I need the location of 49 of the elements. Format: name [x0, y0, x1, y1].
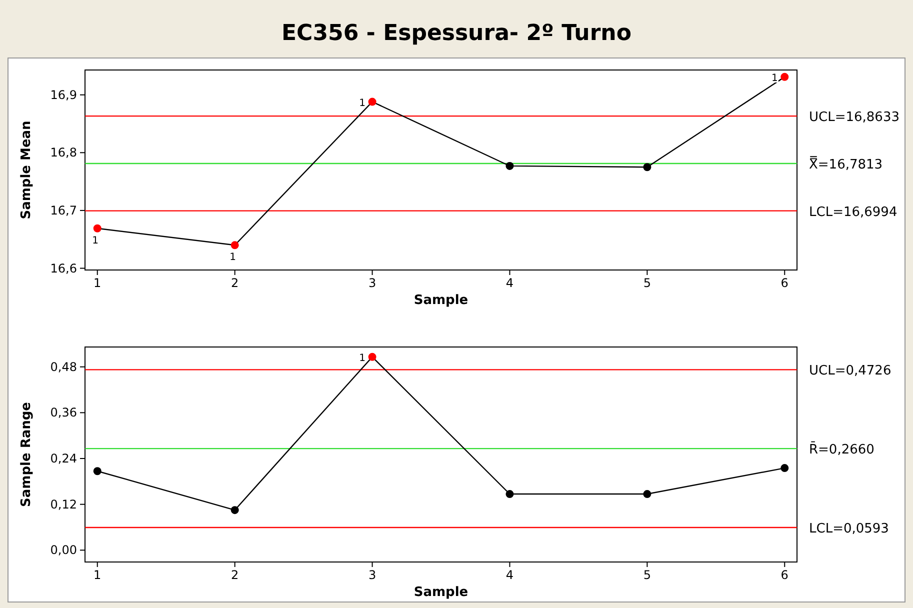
x-tick-label: 1	[94, 276, 102, 290]
point	[368, 98, 376, 106]
x-tick-label: 6	[780, 568, 788, 582]
y-tick-label: 0,24	[50, 452, 77, 466]
point	[780, 464, 789, 472]
x-tick-label: 6	[780, 276, 788, 290]
ref-line-label: LCL=16,6994	[809, 204, 898, 220]
ref-line-label: UCL=16,8633	[809, 110, 900, 126]
point	[230, 241, 239, 250]
point	[643, 163, 652, 172]
y-tick-label: 16,9	[50, 88, 77, 102]
annotation: 1	[359, 98, 366, 109]
y-tick-label: 16,7	[50, 203, 77, 218]
point	[506, 162, 514, 170]
x-tick-label: 1	[94, 568, 102, 582]
y-axis-title: Sample Range	[19, 402, 34, 507]
ref-line-label: UCL=0,4726	[809, 364, 892, 379]
ref-line-label: R̄=0,2660	[809, 441, 874, 458]
point	[368, 352, 376, 361]
chart-title: EC356 - Espessura- 2º Turno	[282, 21, 632, 46]
annotation: 1	[230, 252, 236, 264]
x-tick-label: 4	[506, 276, 514, 290]
y-tick-label: 0,36	[50, 406, 77, 420]
point	[780, 72, 789, 81]
y-tick-label: 0,12	[50, 497, 77, 512]
annotation: 1	[359, 352, 366, 364]
point	[93, 224, 102, 232]
y-axis-title: Sample Mean	[19, 120, 34, 220]
x-tick-label: 3	[368, 276, 376, 290]
point	[643, 490, 652, 498]
point	[93, 467, 102, 476]
x-axis-title: Sample	[414, 293, 468, 308]
y-tick-label: 0,00	[50, 543, 77, 558]
y-tick-label: 0,48	[50, 360, 77, 374]
point	[230, 506, 239, 514]
annotation: 1	[92, 235, 99, 246]
x-tick-label: 2	[231, 568, 239, 582]
x-tick-label: 3	[368, 568, 376, 582]
annotation: 1	[771, 72, 778, 84]
x-tick-label: 2	[231, 276, 239, 290]
y-tick-label: 16,6	[50, 261, 77, 276]
x-tick-label: 4	[506, 568, 514, 582]
x-tick-label: 5	[643, 276, 651, 290]
ref-line-label: X̿=16,7813	[809, 156, 883, 172]
x-tick-label: 5	[643, 568, 651, 582]
ref-line-label: LCL=0,0593	[809, 522, 889, 537]
y-tick-label: 16,8	[50, 146, 77, 160]
x-axis-title: Sample	[414, 585, 468, 600]
point	[506, 490, 514, 498]
